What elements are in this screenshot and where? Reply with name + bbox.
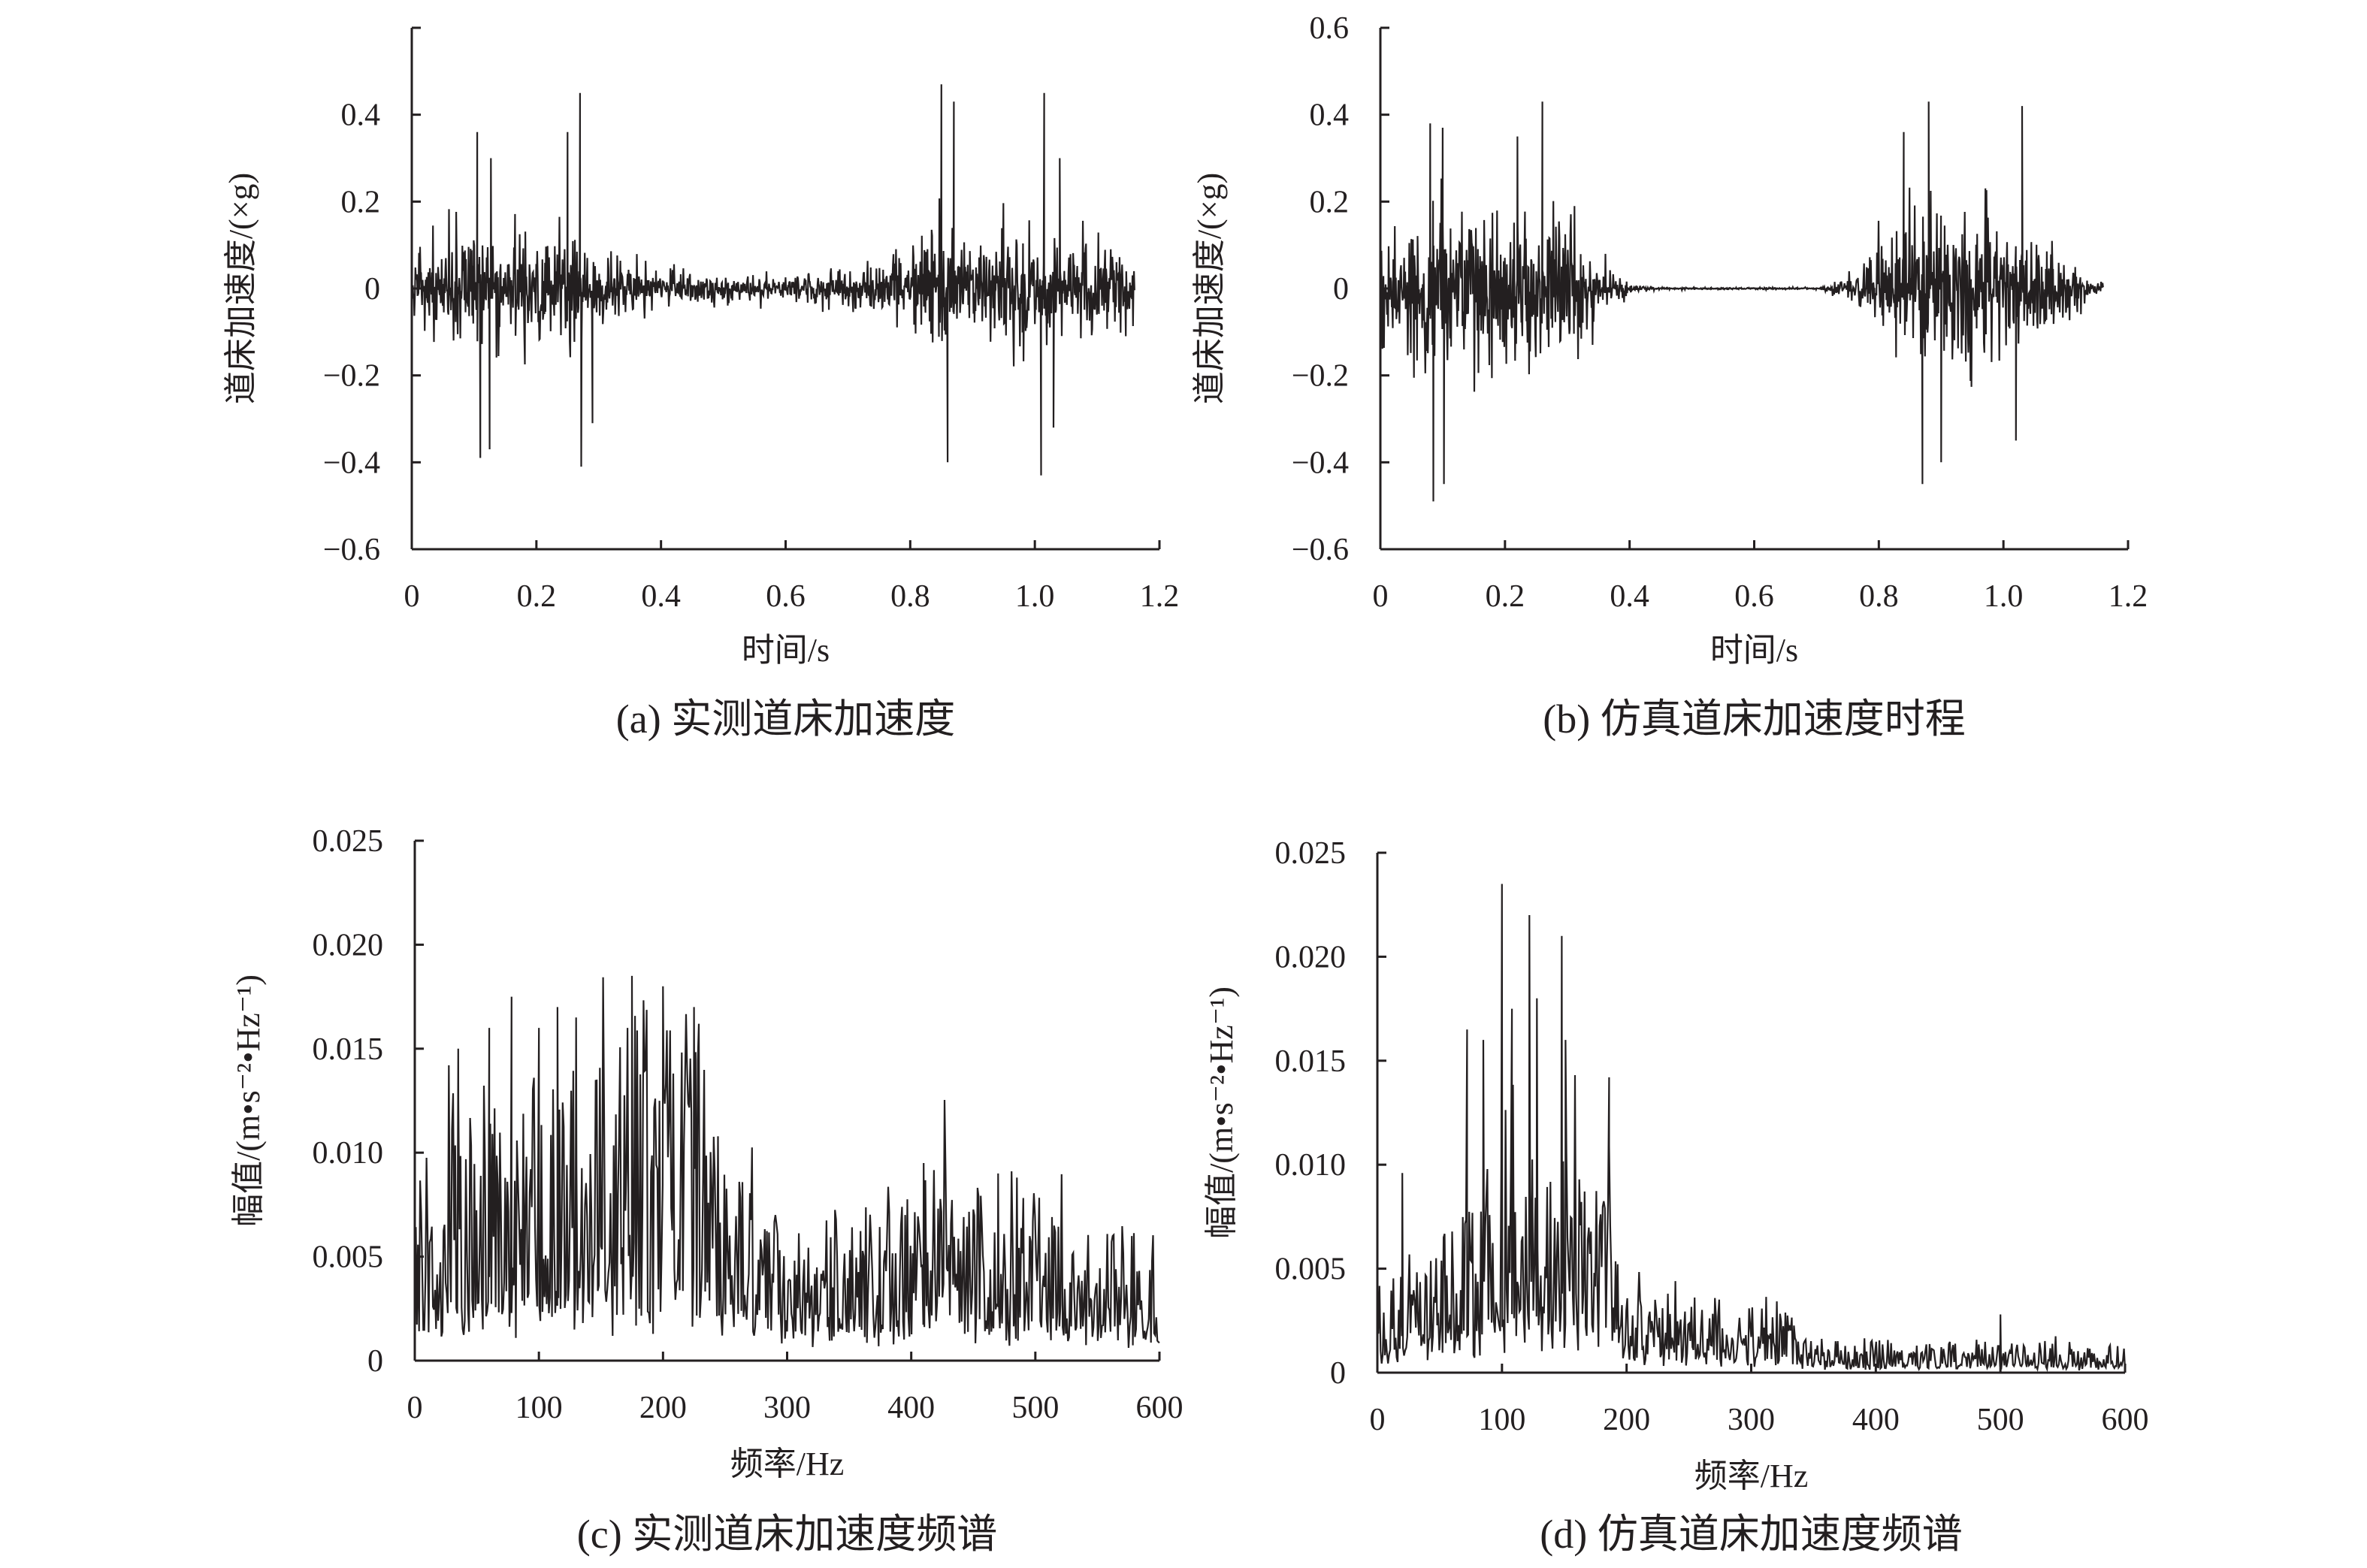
x-tick-label: 500 [1977,1403,2024,1437]
y-tick-label: −0.4 [323,446,380,480]
y-tick-label: 0.2 [1310,185,1350,219]
y-tick-label: −0.6 [1292,533,1349,567]
y-tick-label: 0.4 [1310,98,1350,133]
y-axis-label: 道床加速度/(×g) [222,173,259,404]
chart-a: 0 0.2 0.4 0.6 0.8 1.0 1.2 0.4 0.2 0 −0.2 −0.4 −0.6 时间… [222,26,1180,742]
chart-c: 0 100 200 300 400 500 600 0.025 0.020 0.015 0.010 0… [230,824,1184,1557]
x-tick-label: 0.2 [1486,579,1525,614]
x-tick-label: 400 [1852,1403,1900,1437]
y-tick-label: 0.020 [313,928,384,962]
y-tick-label: 0.025 [313,824,384,859]
signal-line-d [1377,884,2127,1373]
y-axis-label: 幅值/(m•s⁻²•Hz⁻¹) [230,974,267,1227]
x-tick-label: 300 [1728,1403,1775,1437]
y-tick-label: 0.6 [1310,11,1350,46]
signal-line-b [1379,101,2104,502]
chart-d: 0 100 200 300 400 500 600 0.025 0.020 0.015 0.010 0… [1203,836,2149,1557]
y-tick-label: 0.010 [1275,1148,1347,1183]
chart-b: 0 0.2 0.4 0.6 0.8 1.0 1.2 0.6 0.4 0.2 0 −0.2 −0.4 −0.… [1191,11,2148,742]
y-axis-label: 幅值/(m•s⁻²•Hz⁻¹) [1203,986,1240,1239]
x-tick-label: 600 [2102,1403,2149,1437]
chart-caption: (d) 仿真道床加速度频谱 [1540,1512,1962,1557]
y-tick-label: −0.2 [1292,359,1349,394]
x-tick-label: 0 [404,579,420,614]
y-tick-label: 0.2 [341,185,381,219]
x-tick-label: 1.0 [1015,579,1055,614]
chart-caption: (b) 仿真道床加速度时程 [1543,696,1965,742]
x-tick-label: 0 [1370,1403,1386,1437]
x-tick-label: 0.6 [1734,579,1774,614]
x-tick-label: 100 [515,1391,563,1425]
y-tick-label: 0.005 [313,1240,384,1275]
x-tick-label: 400 [887,1391,935,1425]
x-tick-label: 0.4 [1610,579,1649,614]
y-axis-label: 道床加速度/(×g) [1191,173,1228,404]
y-tick-label: 0 [367,1344,383,1379]
x-axis-label: 频率/Hz [1694,1458,1809,1494]
y-tick-label: 0.005 [1275,1252,1347,1287]
x-tick-label: 1.0 [1984,579,2024,614]
x-axis-label: 频率/Hz [730,1446,845,1482]
x-tick-label: 0.8 [1859,579,1899,614]
y-tick-label: 0.010 [313,1136,384,1171]
x-tick-label: 0 [1373,579,1389,614]
x-tick-label: 0.6 [766,579,806,614]
signal-line-c [413,975,1160,1349]
x-tick-label: 300 [763,1391,811,1425]
y-tick-label: 0.015 [1275,1044,1347,1079]
x-tick-label: 1.2 [1140,579,1180,614]
y-tick-label: −0.2 [323,359,380,394]
x-tick-label: 100 [1478,1403,1525,1437]
x-tick-label: 500 [1011,1391,1059,1425]
chart-caption: (a) 实测道床加速度 [616,696,955,742]
y-tick-label: 0.025 [1275,836,1347,871]
x-tick-label: 600 [1136,1391,1184,1425]
y-tick-label: 0.015 [313,1032,384,1067]
x-axis-label: 时间/s [1710,632,1798,669]
x-tick-label: 0.4 [641,579,681,614]
x-tick-label: 200 [639,1391,687,1425]
chart-caption: (c) 实测道床加速度频谱 [577,1512,997,1557]
x-tick-label: 0.8 [890,579,930,614]
x-axis-label: 时间/s [742,632,830,669]
signal-line-a [410,84,1135,476]
y-tick-label: 0.020 [1275,940,1347,974]
y-tick-label: −0.6 [323,533,380,567]
y-tick-label: 0 [1333,272,1349,307]
x-tick-label: 1.2 [2109,579,2148,614]
x-tick-label: 0 [407,1391,423,1425]
x-tick-label: 0.2 [517,579,557,614]
x-tick-label: 200 [1603,1403,1650,1437]
y-tick-label: 0 [364,272,380,307]
y-tick-label: −0.4 [1292,446,1349,480]
y-tick-label: 0.4 [341,98,381,133]
y-tick-label: 0 [1330,1356,1346,1391]
